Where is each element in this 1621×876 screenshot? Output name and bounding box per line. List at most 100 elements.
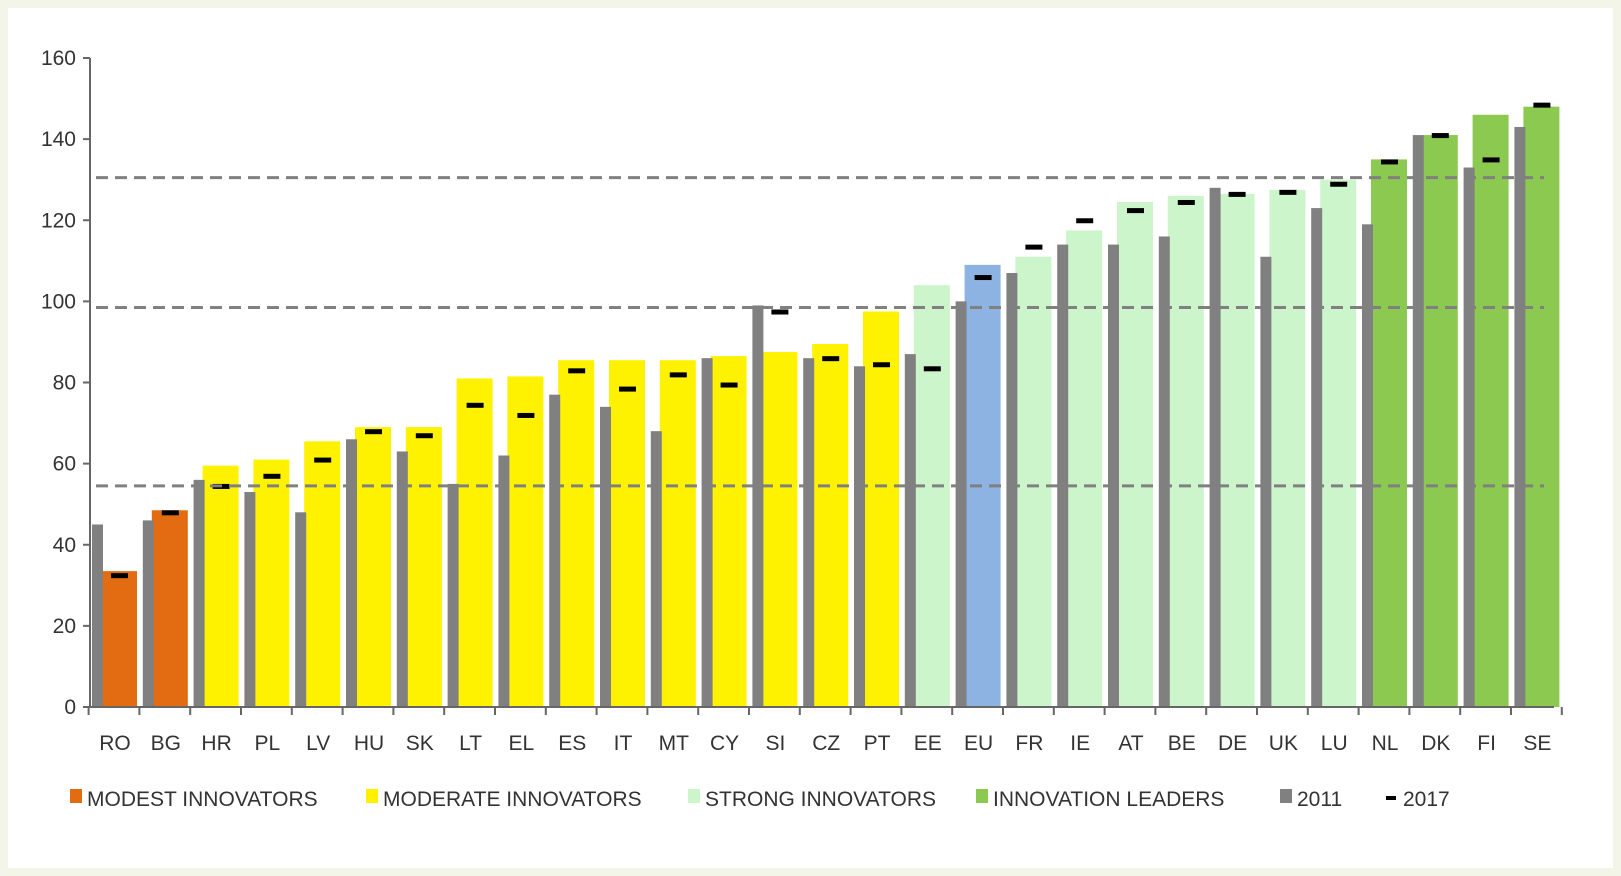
bar-2011-ee <box>904 354 916 707</box>
x-tick-label: HR <box>201 732 231 755</box>
marker-2017-el <box>517 412 535 418</box>
x-tick-label: HU <box>354 732 384 755</box>
bar-2011-hr <box>193 479 205 707</box>
marker-2017-mt <box>669 372 687 378</box>
x-tick-label: LT <box>459 732 482 755</box>
marker-2017-fi <box>1482 157 1500 163</box>
bar-fi <box>1472 114 1509 708</box>
marker-2017-sk <box>415 433 433 439</box>
bar-2011-fi <box>1463 167 1475 708</box>
bar-hu <box>355 427 391 707</box>
marker-2017-se <box>1533 102 1551 108</box>
x-tick-label: BG <box>151 732 181 755</box>
bar-nl <box>1371 159 1407 707</box>
legend-swatch-y2011 <box>1280 789 1292 803</box>
bar-2011-at <box>1108 244 1119 707</box>
bar-lu <box>1320 179 1357 707</box>
marker-2017-hu <box>365 429 382 435</box>
bars <box>92 102 1560 708</box>
marker-2017-fr <box>1025 244 1043 250</box>
marker-2017-pl <box>263 473 281 479</box>
x-tick-label: DK <box>1421 732 1450 755</box>
x-tick-label: IT <box>614 732 633 755</box>
y-tick-label: 160 <box>41 47 76 70</box>
x-tick-label: LV <box>306 732 330 755</box>
bar-at <box>1117 201 1153 707</box>
bar-cy <box>710 356 747 707</box>
y-tick-label: 60 <box>53 453 76 476</box>
bar-2011-cz <box>803 358 815 707</box>
y-tick-label: 120 <box>41 209 76 232</box>
x-tick-label: MT <box>659 732 689 755</box>
legend-swatch-strong <box>688 789 700 803</box>
legend-label: STRONG INNOVATORS <box>705 788 936 811</box>
marker-2017-nl <box>1381 159 1398 165</box>
legend-swatch-moderate <box>366 789 378 803</box>
x-tick-label: PT <box>864 732 891 755</box>
bar-cz <box>812 343 849 707</box>
x-tick-label: LU <box>1321 732 1348 755</box>
bar-2011-dk <box>1412 135 1424 708</box>
bar-2011-si <box>752 305 764 707</box>
legend-label: INNOVATION LEADERS <box>993 788 1224 811</box>
marker-2017-cz <box>822 356 840 362</box>
bar-be <box>1167 195 1204 707</box>
bar-ie <box>1066 230 1103 707</box>
x-tick-label: AT <box>1118 732 1143 755</box>
bar-2011-el <box>498 455 510 707</box>
x-tick-label: EU <box>964 732 993 755</box>
bar-lt <box>456 378 493 707</box>
marker-2017-uk <box>1279 189 1297 195</box>
x-tick-label: CZ <box>812 732 840 755</box>
marker-2017-bg <box>161 510 179 516</box>
marker-2017-ee <box>923 366 941 372</box>
marker-2017-lt <box>466 402 484 408</box>
bar-2011-cy <box>701 358 713 707</box>
bar-2011-sk <box>396 451 408 707</box>
y-tick-label: 100 <box>41 290 76 313</box>
bar-el <box>507 376 544 707</box>
y-tick-label: 0 <box>64 696 76 719</box>
bar-2011-ie <box>1057 244 1069 707</box>
x-tick-label: SK <box>406 732 434 755</box>
bar-2011-se <box>1514 126 1526 708</box>
x-tick-label: SI <box>765 732 785 755</box>
marker-2017-dk <box>1431 133 1449 139</box>
bar-se <box>1523 106 1560 708</box>
x-tick-label: UK <box>1269 732 1298 755</box>
marker-2017-cy <box>720 382 738 388</box>
innovation-chart: 0 20 40 60 80 100 120 140 160 RO BG HR PL LV HU SK LT EL… <box>41 47 1563 811</box>
bar-it <box>609 360 645 707</box>
x-tick-label: EL <box>509 732 535 755</box>
bar-2011-fr <box>1006 272 1018 707</box>
marker-2017-es <box>568 368 586 374</box>
x-tick-label: SE <box>1523 732 1551 755</box>
legend-label: MODEST INNOVATORS <box>87 788 318 811</box>
chart-panel: 0 20 40 60 80 100 120 140 160 RO BG HR PL LV HU SK LT EL… <box>8 8 1613 868</box>
x-tick-label: RO <box>99 732 131 755</box>
bar-dk <box>1421 135 1458 708</box>
threshold-lines <box>96 176 1544 488</box>
bar-2011-de <box>1209 187 1221 708</box>
y-tick-label: 140 <box>41 128 76 151</box>
x-tick-label: FI <box>1477 732 1496 755</box>
x-tick-label: PL <box>255 732 281 755</box>
marker-2017-at <box>1127 208 1144 214</box>
bar-de <box>1218 193 1255 707</box>
legend-label: MODERATE INNOVATORS <box>383 788 642 811</box>
legend: MODEST INNOVATORS MODERATE INNOVATORS STRO… <box>70 788 1450 811</box>
x-axis: RO BG HR PL LV HU SK LT EL ES IT MT CY SI CZ PT EE EU FR IE… <box>87 706 1563 755</box>
bar-2011-es <box>549 394 561 707</box>
x-tick-label: ES <box>558 732 586 755</box>
marker-2017-de <box>1228 191 1246 197</box>
marker-2017-be <box>1177 199 1195 205</box>
x-tick-label: CY <box>710 732 739 755</box>
legend-swatch-modest <box>70 789 82 803</box>
x-tick-label: BE <box>1168 732 1196 755</box>
bar-fr <box>1015 256 1052 707</box>
legend-swatch-leaders <box>976 789 988 803</box>
bar-2011-ro <box>92 524 103 707</box>
bar-ro <box>101 571 137 707</box>
legend-swatch-2017 <box>1386 796 1396 800</box>
bar-bg <box>151 510 188 707</box>
